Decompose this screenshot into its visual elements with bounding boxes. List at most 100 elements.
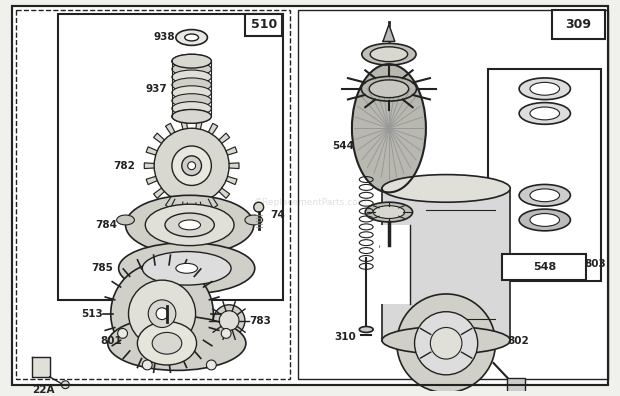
- Polygon shape: [219, 188, 229, 198]
- Ellipse shape: [172, 94, 211, 108]
- Ellipse shape: [519, 209, 570, 231]
- Ellipse shape: [185, 34, 198, 41]
- Bar: [502, 255, 586, 280]
- Polygon shape: [226, 147, 237, 155]
- Polygon shape: [383, 25, 395, 42]
- Bar: [507, 378, 525, 396]
- Polygon shape: [196, 202, 203, 213]
- Ellipse shape: [172, 70, 211, 84]
- Polygon shape: [166, 197, 175, 208]
- Ellipse shape: [519, 185, 570, 206]
- Polygon shape: [219, 133, 229, 143]
- Ellipse shape: [365, 202, 412, 222]
- Polygon shape: [226, 176, 237, 185]
- Polygon shape: [154, 133, 164, 143]
- Polygon shape: [146, 147, 157, 155]
- Ellipse shape: [138, 322, 197, 365]
- Ellipse shape: [176, 263, 198, 273]
- Text: 548: 548: [533, 262, 556, 272]
- Text: 22A: 22A: [32, 385, 55, 395]
- Text: 801: 801: [101, 336, 123, 346]
- Bar: [16, 10, 290, 379]
- Text: 310: 310: [335, 332, 356, 343]
- Ellipse shape: [519, 103, 570, 124]
- Ellipse shape: [369, 80, 409, 98]
- Polygon shape: [166, 124, 175, 134]
- Ellipse shape: [165, 213, 215, 237]
- Ellipse shape: [172, 54, 211, 68]
- Ellipse shape: [382, 327, 510, 354]
- Polygon shape: [208, 197, 218, 208]
- Ellipse shape: [245, 215, 263, 225]
- Ellipse shape: [152, 332, 182, 354]
- Ellipse shape: [117, 215, 135, 225]
- Text: 784: 784: [95, 220, 118, 230]
- Circle shape: [221, 328, 231, 338]
- Ellipse shape: [380, 243, 398, 251]
- Circle shape: [219, 311, 239, 330]
- Circle shape: [128, 280, 195, 347]
- Circle shape: [118, 328, 128, 338]
- Ellipse shape: [118, 243, 255, 294]
- Ellipse shape: [530, 82, 560, 95]
- Text: 803: 803: [584, 259, 606, 269]
- Ellipse shape: [530, 189, 560, 202]
- Bar: [380, 225, 410, 304]
- Ellipse shape: [373, 206, 405, 219]
- Circle shape: [143, 360, 152, 370]
- Polygon shape: [180, 202, 187, 213]
- Ellipse shape: [125, 195, 254, 255]
- Circle shape: [415, 312, 477, 375]
- Ellipse shape: [172, 86, 211, 100]
- Ellipse shape: [530, 213, 560, 227]
- Text: 309: 309: [565, 18, 591, 31]
- Polygon shape: [144, 163, 154, 169]
- Polygon shape: [229, 163, 239, 169]
- Ellipse shape: [108, 316, 246, 370]
- Circle shape: [172, 146, 211, 185]
- Ellipse shape: [362, 44, 416, 65]
- Circle shape: [154, 128, 229, 203]
- Ellipse shape: [172, 102, 211, 115]
- Circle shape: [397, 294, 495, 392]
- Polygon shape: [32, 357, 50, 377]
- Circle shape: [206, 360, 216, 370]
- Polygon shape: [146, 176, 157, 185]
- Polygon shape: [196, 119, 203, 129]
- Text: 510: 510: [250, 18, 277, 31]
- Circle shape: [148, 300, 176, 327]
- Ellipse shape: [352, 64, 426, 192]
- Bar: [552, 10, 605, 40]
- Ellipse shape: [519, 78, 570, 100]
- Ellipse shape: [172, 62, 211, 76]
- Ellipse shape: [530, 107, 560, 120]
- Circle shape: [182, 156, 202, 175]
- Text: 544: 544: [332, 141, 355, 151]
- Ellipse shape: [145, 204, 234, 246]
- Bar: [58, 14, 283, 300]
- Polygon shape: [208, 124, 218, 134]
- Text: 938: 938: [153, 32, 175, 42]
- Text: 783: 783: [249, 316, 271, 326]
- Ellipse shape: [176, 30, 208, 46]
- Ellipse shape: [143, 251, 231, 285]
- Ellipse shape: [172, 109, 211, 123]
- Polygon shape: [154, 188, 164, 198]
- Ellipse shape: [172, 78, 211, 92]
- Circle shape: [213, 305, 245, 336]
- Circle shape: [111, 263, 213, 365]
- Bar: [487, 69, 601, 281]
- Text: 782: 782: [113, 161, 135, 171]
- Ellipse shape: [179, 220, 200, 230]
- Text: 785: 785: [91, 263, 113, 273]
- Bar: [382, 188, 510, 341]
- Text: ©ReplacementParts.com: ©ReplacementParts.com: [254, 198, 366, 207]
- Circle shape: [156, 308, 168, 320]
- Ellipse shape: [172, 109, 211, 123]
- Ellipse shape: [382, 175, 510, 202]
- Text: 802: 802: [507, 336, 529, 346]
- Text: 513: 513: [81, 308, 103, 319]
- Ellipse shape: [172, 54, 211, 68]
- Polygon shape: [180, 119, 187, 129]
- Bar: [245, 14, 282, 36]
